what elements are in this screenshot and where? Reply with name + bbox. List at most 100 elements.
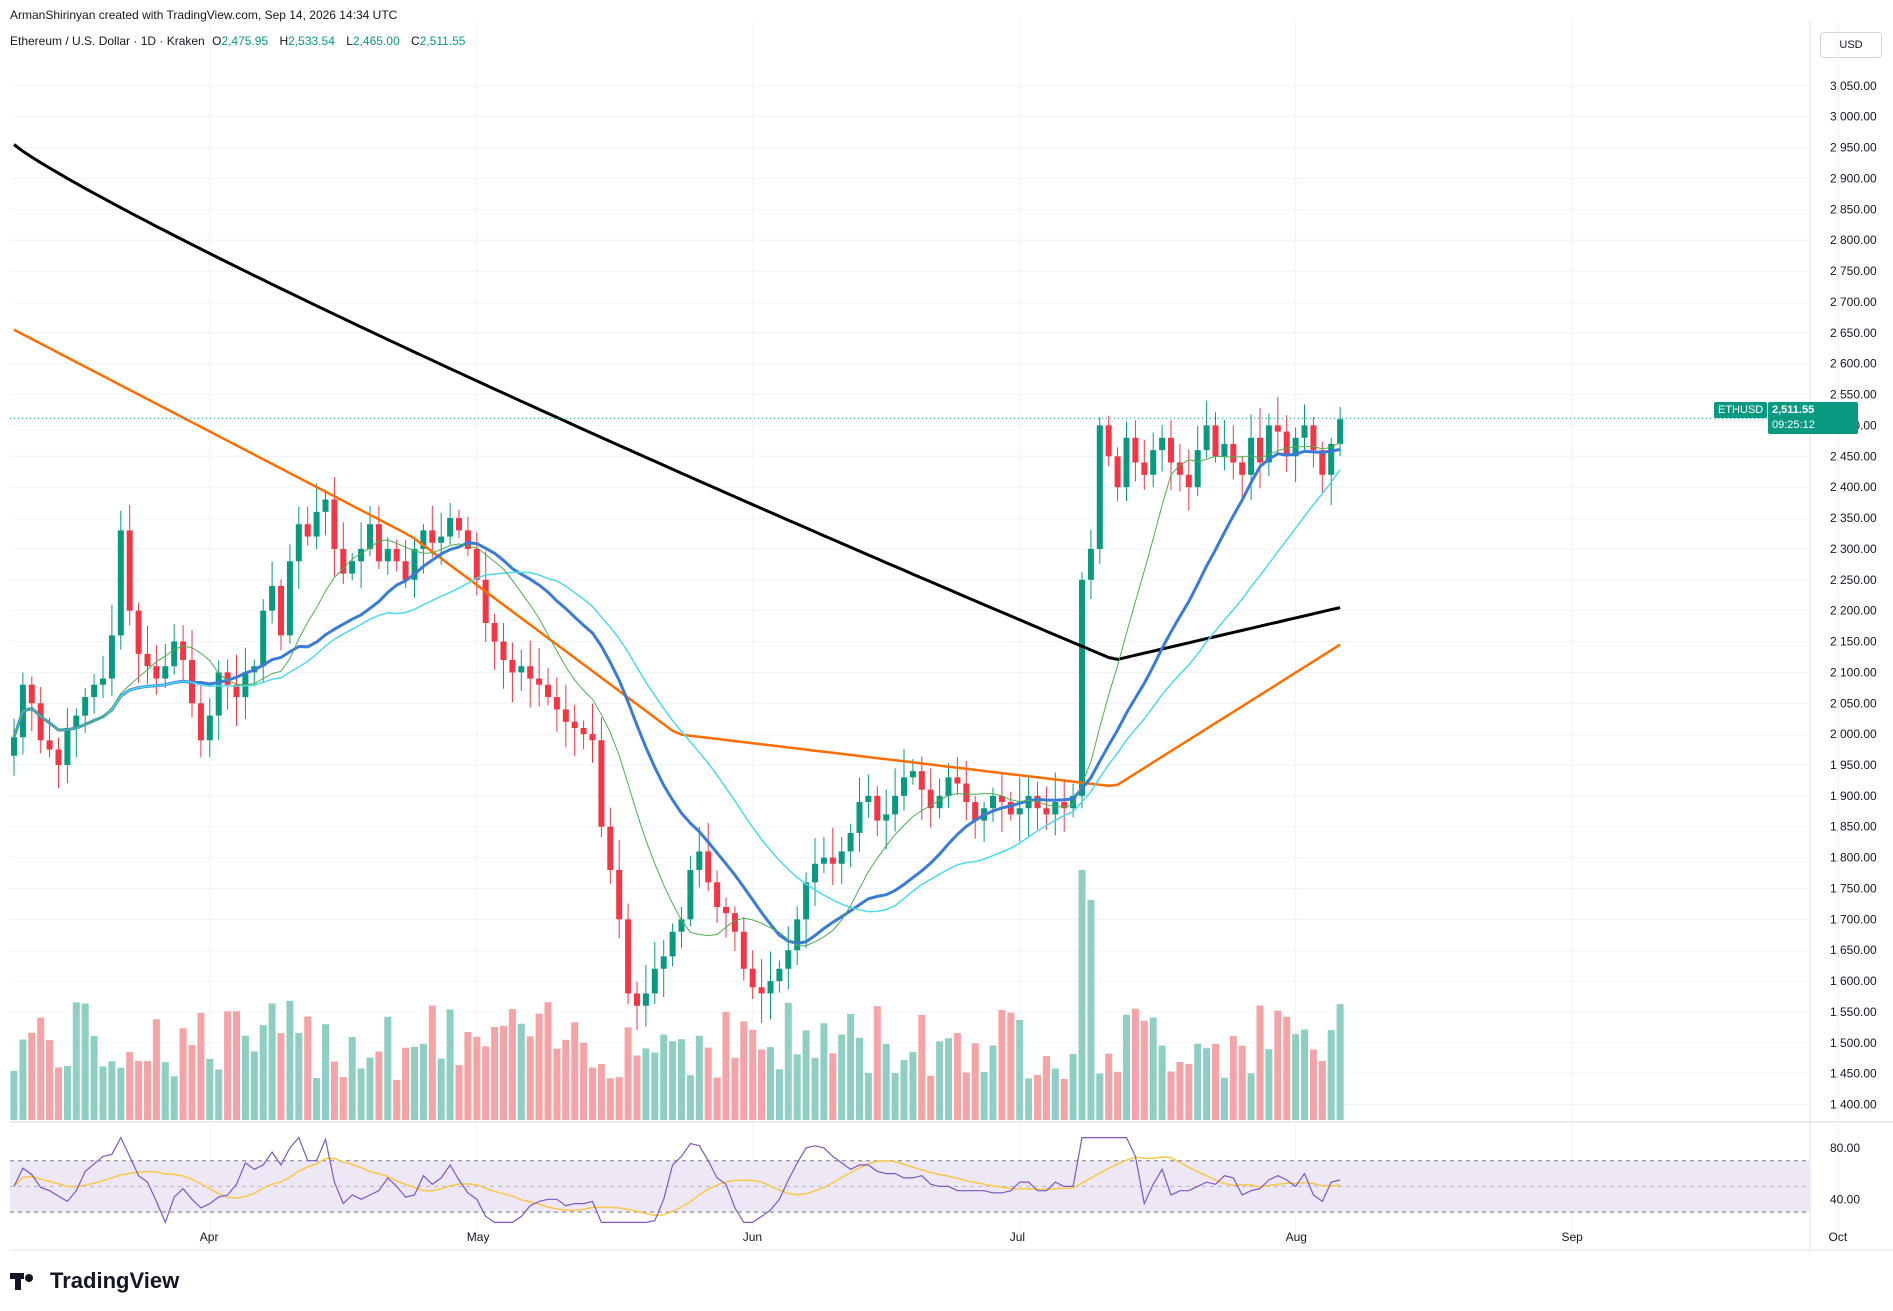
candle-body <box>785 950 792 969</box>
candle-body <box>883 814 890 821</box>
candle-body <box>901 777 907 796</box>
candle-body <box>820 857 827 864</box>
candle-body <box>856 802 863 833</box>
volume-bar <box>1007 1012 1015 1120</box>
volume-bar <box>686 1075 694 1120</box>
volume-bar <box>971 1043 979 1120</box>
volume-bar <box>695 1035 703 1120</box>
candle-body <box>1274 425 1281 432</box>
candle-body <box>295 524 302 562</box>
volume-bar <box>108 1061 116 1120</box>
candle-body <box>1239 462 1246 475</box>
candle-body <box>1159 437 1166 451</box>
volume-bar <box>1025 1078 1033 1120</box>
candle-body <box>1052 802 1059 815</box>
volume-bar <box>589 1067 596 1120</box>
ma-cyan-line <box>13 469 1341 913</box>
candle-body <box>447 518 454 537</box>
candle-body <box>1168 437 1174 463</box>
candle-body <box>286 561 293 636</box>
volume-bar <box>864 1073 872 1120</box>
candle-body <box>740 931 747 969</box>
candle-body <box>1283 431 1290 457</box>
candle-body <box>375 524 382 562</box>
volume-bar <box>962 1072 970 1120</box>
candle-body <box>767 981 774 994</box>
volume-bar <box>856 1037 863 1120</box>
candle-body <box>482 579 489 623</box>
volume-bar <box>784 1002 792 1120</box>
candle-body <box>669 931 676 957</box>
rsi-ma-line <box>13 1156 1341 1217</box>
volume-bar <box>233 1011 240 1120</box>
price-tick-label: 1,400.00 <box>1830 1098 1877 1112</box>
volume-bar <box>953 1033 961 1120</box>
candle-body <box>1203 425 1210 451</box>
volume-bar <box>669 1041 677 1120</box>
volume-bar <box>1194 1043 1202 1120</box>
price-tick-label: 1,550.00 <box>1830 1005 1877 1019</box>
volume-bar <box>446 1009 454 1120</box>
volume-bar <box>980 1072 988 1120</box>
volume-bar <box>1238 1045 1246 1120</box>
candle-body <box>384 548 391 562</box>
price-tick-label: 2,100.00 <box>1830 665 1877 679</box>
volume-bar <box>882 1044 890 1120</box>
volume-bar <box>384 1016 392 1120</box>
symbol-description[interactable]: Ethereum / U.S. Dollar · 1D · Kraken <box>10 34 205 48</box>
price-tick-label: 2,300.00 <box>1830 542 1877 556</box>
volume-bar <box>1078 870 1086 1120</box>
volume-bar <box>1051 1068 1059 1120</box>
volume-bar <box>989 1045 997 1120</box>
candle-body <box>794 919 801 951</box>
candle-body <box>687 869 694 920</box>
candle-body <box>171 641 178 667</box>
candle-body <box>1257 437 1263 463</box>
volume-bar <box>295 1033 303 1120</box>
volume-bar <box>909 1051 917 1120</box>
candle-body <box>153 666 160 679</box>
candle-body <box>571 721 578 728</box>
volume-bar <box>250 1051 258 1120</box>
price-tick-label: 1,500.00 <box>1830 1036 1877 1050</box>
candle-body <box>349 561 356 574</box>
volume-bar <box>1131 1008 1139 1120</box>
ma-green-line <box>13 441 1341 947</box>
currency-button[interactable]: USD <box>1820 32 1882 58</box>
candle-body <box>1319 450 1326 475</box>
candle-body <box>1212 425 1219 457</box>
candle-body <box>1105 425 1112 457</box>
candles <box>11 396 1344 1031</box>
volume-bar <box>491 1027 499 1120</box>
candle-body <box>696 851 703 870</box>
candle-body <box>847 832 854 852</box>
volume-bar <box>90 1035 98 1120</box>
volume-bar <box>678 1039 685 1120</box>
candle-body <box>1061 802 1068 809</box>
candle-body <box>278 585 284 636</box>
volume-bar <box>144 1061 151 1120</box>
volume-bar <box>740 1021 748 1120</box>
price-tick-label: 3,000.00 <box>1830 110 1877 124</box>
volume-bar <box>624 1027 632 1120</box>
price-tick-label: 2,800.00 <box>1830 233 1877 247</box>
volume-bar <box>517 1023 525 1120</box>
candle-body <box>998 795 1005 803</box>
time-tick-label: Jun <box>743 1230 762 1244</box>
candle-body <box>545 684 551 698</box>
volume-bar <box>339 1077 347 1120</box>
candle-body <box>11 737 17 756</box>
candle-body <box>464 530 471 549</box>
chart-author-line: ArmanShirinyan created with TradingView.… <box>10 8 398 22</box>
candle-body <box>1150 450 1157 475</box>
candle-body <box>117 530 124 636</box>
volume-bar <box>63 1065 71 1120</box>
tradingview-brand[interactable]: TradingView <box>10 1268 179 1294</box>
candle-body <box>473 548 480 580</box>
volume-bar <box>606 1078 614 1120</box>
volume-bar <box>1105 1053 1113 1120</box>
symbol-legend[interactable]: Ethereum / U.S. Dollar · 1D · Kraken O2,… <box>10 34 469 48</box>
candle-body <box>82 697 89 716</box>
candle-body <box>144 653 151 667</box>
